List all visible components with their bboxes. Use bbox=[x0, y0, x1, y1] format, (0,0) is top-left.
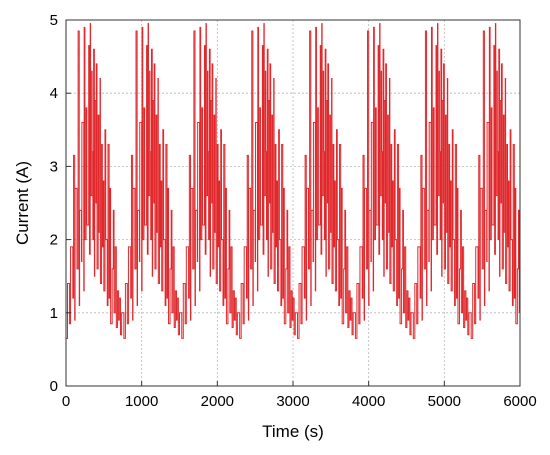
x-tick-label: 3000 bbox=[276, 393, 309, 410]
y-tick-label: 1 bbox=[50, 305, 58, 322]
y-axis-title: Current (A) bbox=[13, 161, 32, 245]
y-tick-label: 5 bbox=[50, 12, 58, 29]
data-series bbox=[66, 23, 520, 339]
x-axis-title: Time (s) bbox=[262, 422, 324, 441]
y-tick-label: 4 bbox=[50, 85, 58, 102]
x-tick-label: 0 bbox=[62, 393, 70, 410]
x-tick-label: 5000 bbox=[428, 393, 461, 410]
tick-labels: 0 1000 2000 3000 4000 5000 6000 0 1 2 3 4 5 bbox=[50, 12, 537, 410]
y-tick-label: 2 bbox=[50, 232, 58, 249]
y-tick-label: 3 bbox=[50, 158, 58, 175]
x-tick-label: 2000 bbox=[201, 393, 234, 410]
x-tick-label: 4000 bbox=[352, 393, 385, 410]
tick-marks bbox=[65, 19, 521, 387]
y-tick-label: 0 bbox=[50, 378, 58, 395]
x-tick-label: 6000 bbox=[503, 393, 536, 410]
current-series-line bbox=[66, 23, 520, 339]
x-tick-label: 1000 bbox=[125, 393, 158, 410]
